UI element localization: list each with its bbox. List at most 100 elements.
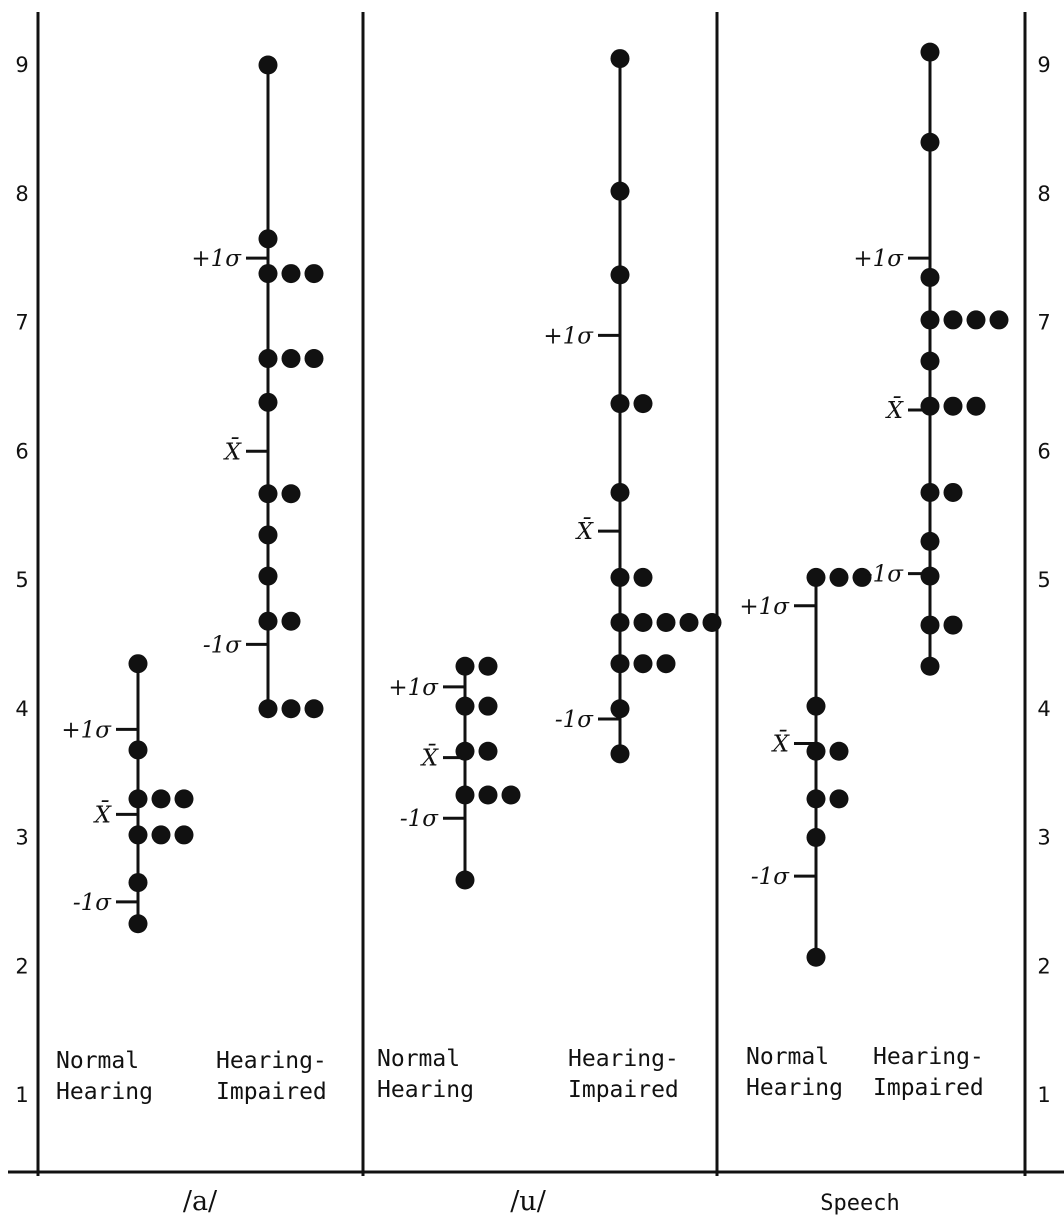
data-point-1-0-0-1: [478, 656, 498, 676]
data-point-2-1-3-2: [966, 310, 986, 330]
data-point-2-1-6-1: [943, 482, 963, 502]
data-point-2-0-0-1: [829, 567, 849, 587]
data-point-2-0-0-0: [806, 567, 826, 587]
data-point-2-1-9-0: [920, 615, 940, 635]
panel-label-0: /a/: [183, 1186, 218, 1217]
data-point-0-1-2-0: [258, 264, 278, 284]
data-point-1-1-6-1: [633, 612, 653, 632]
data-point-0-0-0-0: [128, 654, 148, 674]
data-point-2-0-1-0: [806, 696, 826, 716]
data-point-0-1-9-2: [304, 699, 324, 719]
data-point-1-1-4-0: [610, 482, 630, 502]
y-tick-right-8: 8: [1037, 182, 1050, 206]
data-point-1-0-3-2: [501, 785, 521, 805]
data-point-1-1-7-0: [610, 654, 630, 674]
stat-label-plus_sd-1-1: +1σ: [543, 323, 594, 349]
data-point-1-1-9-0: [610, 744, 630, 764]
data-point-2-1-1-0: [920, 132, 940, 152]
data-point-1-1-5-0: [610, 567, 630, 587]
data-point-0-1-9-1: [281, 699, 301, 719]
group-label-2-0-1: Hearing: [746, 1075, 843, 1101]
data-point-0-0-2-1: [151, 789, 171, 809]
y-tick-right-7: 7: [1037, 311, 1050, 335]
y-tick-right-5: 5: [1037, 568, 1050, 592]
data-point-2-1-3-3: [989, 310, 1009, 330]
stat-label-mean-2-0: X̄: [771, 730, 791, 757]
data-point-1-1-2-0: [610, 265, 630, 285]
stat-label-minus_sd-2-0: -1σ: [751, 864, 790, 890]
y-tick-right-1: 1: [1037, 1083, 1050, 1107]
group-label-0-0-0: Normal: [56, 1048, 139, 1074]
stat-label-minus_sd-2-1: -1σ: [865, 562, 904, 588]
stat-label-plus_sd-0-1: +1σ: [191, 246, 242, 272]
stat-label-minus_sd-0-1: -1σ: [203, 632, 242, 658]
stat-label-plus_sd-0-0: +1σ: [61, 717, 112, 743]
data-point-2-0-2-1: [829, 741, 849, 761]
data-point-1-0-1-1: [478, 696, 498, 716]
y-tick-right-3: 3: [1037, 826, 1050, 850]
group-label-2-0-0: Normal: [746, 1044, 829, 1070]
data-point-2-1-7-0: [920, 531, 940, 551]
y-tick-left-6: 6: [15, 439, 28, 463]
panel-label-1: /u/: [510, 1186, 546, 1217]
y-tick-left-9: 9: [15, 53, 28, 77]
y-tick-left-5: 5: [15, 568, 28, 592]
y-tick-right-2: 2: [1037, 954, 1050, 978]
data-point-1-1-6-4: [702, 612, 722, 632]
data-point-2-1-0-0: [920, 42, 940, 62]
data-point-0-1-7-0: [258, 566, 278, 586]
data-point-0-0-3-0: [128, 825, 148, 845]
data-point-1-1-8-0: [610, 699, 630, 719]
data-point-1-0-2-1: [478, 741, 498, 761]
group-label-1-1-0: Hearing-: [568, 1046, 679, 1072]
data-point-2-0-0-2: [852, 567, 872, 587]
data-point-2-0-2-0: [806, 741, 826, 761]
data-point-2-1-10-0: [920, 656, 940, 676]
stat-label-mean-1-1: X̄: [575, 518, 595, 545]
data-point-1-1-6-3: [679, 612, 699, 632]
stat-label-mean-1-0: X̄: [420, 744, 440, 771]
y-tick-left-2: 2: [15, 954, 28, 978]
group-label-1-0-0: Normal: [377, 1046, 460, 1072]
y-tick-left-3: 3: [15, 826, 28, 850]
data-point-0-1-1-0: [258, 229, 278, 249]
data-point-0-0-5-0: [128, 914, 148, 934]
data-point-0-1-6-0: [258, 525, 278, 545]
data-point-0-0-1-0: [128, 740, 148, 760]
data-point-0-1-2-2: [304, 264, 324, 284]
data-point-0-1-3-2: [304, 349, 324, 369]
data-point-2-1-5-1: [943, 396, 963, 416]
data-point-1-1-7-1: [633, 654, 653, 674]
data-point-1-0-3-1: [478, 785, 498, 805]
data-point-1-0-0-0: [455, 656, 475, 676]
data-point-2-1-5-0: [920, 396, 940, 416]
stat-label-mean-0-1: X̄: [223, 438, 243, 465]
data-point-0-0-4-0: [128, 873, 148, 893]
data-point-0-1-3-1: [281, 349, 301, 369]
data-point-1-1-3-1: [633, 394, 653, 414]
stat-label-mean-2-1: X̄: [885, 397, 905, 424]
data-point-0-1-8-0: [258, 611, 278, 631]
group-label-0-1-0: Hearing-: [216, 1048, 327, 1074]
data-point-0-1-4-0: [258, 392, 278, 412]
data-point-2-1-3-0: [920, 310, 940, 330]
data-point-0-1-5-0: [258, 484, 278, 504]
data-point-2-0-3-1: [829, 789, 849, 809]
data-point-2-1-8-0: [920, 566, 940, 586]
stat-label-minus_sd-1-1: -1σ: [555, 707, 594, 733]
data-point-0-1-5-1: [281, 484, 301, 504]
y-tick-right-6: 6: [1037, 439, 1050, 463]
data-point-2-1-5-2: [966, 396, 986, 416]
group-label-1-0-1: Hearing: [377, 1077, 474, 1103]
data-point-1-1-6-2: [656, 612, 676, 632]
panel-label-2: Speech: [820, 1191, 899, 1216]
data-point-2-1-4-0: [920, 351, 940, 371]
data-point-2-1-3-1: [943, 310, 963, 330]
data-point-1-1-6-0: [610, 612, 630, 632]
data-point-0-1-0-0: [258, 55, 278, 75]
stat-label-plus_sd-1-0: +1σ: [388, 675, 439, 701]
data-point-1-1-5-1: [633, 567, 653, 587]
y-tick-right-9: 9: [1037, 53, 1050, 77]
y-tick-left-8: 8: [15, 182, 28, 206]
y-tick-right-4: 4: [1037, 697, 1050, 721]
